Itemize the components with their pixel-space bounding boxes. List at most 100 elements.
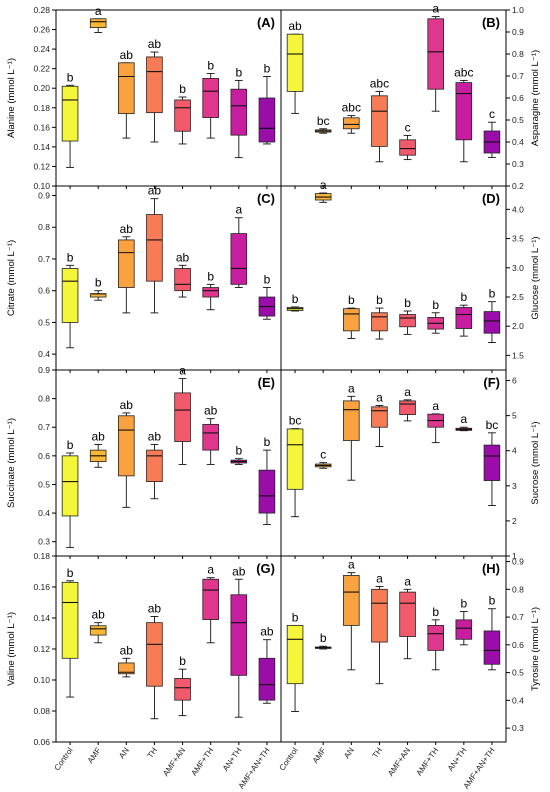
iqr-box [399, 314, 416, 328]
x-category-label: TH [146, 746, 160, 760]
box-amf-an-th: b [258, 273, 276, 320]
significance-letter: b [489, 594, 496, 608]
box-amf-th: a [427, 399, 444, 444]
box-amf-th: b [427, 605, 444, 671]
box-th: a [371, 572, 388, 685]
box-amf-an-th: b [483, 594, 501, 671]
box-amf-an: b [399, 296, 416, 335]
box-amf: a [89, 4, 107, 33]
y-axis-label: Tyrosine (mmol L⁻¹) [530, 607, 541, 691]
x-category-label: AMF+AN [161, 746, 187, 778]
significance-letter: b [292, 292, 299, 306]
iqr-box [371, 95, 388, 147]
box-an: b [343, 293, 360, 339]
significance-letter: ab [148, 37, 162, 51]
box-amf-an: b [174, 654, 191, 717]
panel-a: 0.10 0.12 0.14 0.16 0.18 0.20 0.22 0.24 0.26 0.28… [6, 4, 282, 191]
x-category-label: Control [53, 746, 75, 772]
y-tick-label: 0.3 [512, 723, 524, 733]
significance-letter: ab [232, 564, 246, 578]
y-tick-label: 2 [512, 516, 517, 526]
iqr-box [230, 88, 248, 136]
box-amf: ab [89, 608, 107, 644]
box-th: ab [146, 429, 163, 500]
box-amf-an-th: c [483, 107, 501, 158]
iqr-box [202, 578, 219, 620]
iqr-box [174, 678, 191, 701]
panel-label: (C) [257, 191, 275, 206]
iqr-box [455, 307, 473, 329]
y-tick-label: 2.0 [512, 321, 524, 331]
y-tick-label: 0.5 [38, 317, 50, 327]
iqr-box [146, 214, 163, 282]
box-control: b [61, 250, 79, 349]
panel-label: (F) [483, 375, 500, 390]
y-tick-label: 0.7 [38, 254, 50, 264]
significance-letter: a [404, 385, 411, 399]
significance-letter: b [432, 605, 439, 619]
panel-frame [55, 185, 282, 371]
iqr-box [258, 657, 276, 701]
iqr-box [483, 630, 501, 665]
y-tick-label: 0.5 [512, 668, 524, 678]
iqr-box [427, 18, 444, 90]
significance-letter: a [348, 381, 355, 395]
iqr-box [174, 268, 191, 292]
box-amf: b [89, 276, 107, 301]
significance-letter: ab [92, 608, 106, 622]
panel-f: 1 2 3 4 5 6 Sucrose (mmol L⁻¹) (F) bc c a a a a a bc [280, 369, 541, 561]
box-an: abc [342, 101, 361, 134]
box-control: b [61, 566, 79, 698]
box-amf: b [314, 631, 332, 650]
y-axis-label: Glucose (mmol L⁻¹) [530, 236, 541, 319]
box-an-th: abc [454, 65, 473, 163]
y-tick-label: 0.12 [33, 161, 50, 171]
panel-label: (G) [256, 561, 275, 576]
y-tick-label: 0.14 [33, 142, 50, 152]
box-amf-th: b [202, 59, 219, 139]
y-tick-label: 1 [512, 551, 517, 561]
y-tick-label: 0.16 [33, 122, 50, 132]
panel-label: (A) [257, 15, 275, 30]
iqr-box [230, 233, 248, 285]
y-tick-label: 0.6 [512, 93, 524, 103]
significance-letter: a [432, 2, 439, 16]
box-amf-an: b [174, 82, 191, 145]
panel-label: (D) [482, 191, 500, 206]
significance-letter: bc [289, 414, 302, 428]
iqr-box [146, 56, 163, 114]
iqr-box [399, 139, 416, 156]
significance-letter: ab [176, 250, 190, 264]
iqr-box [455, 82, 473, 141]
box-an-th: ab [230, 564, 248, 718]
box-th: abc [370, 76, 389, 163]
panel-frame [280, 185, 507, 371]
panel-c: 0.4 0.5 0.6 0.7 0.8 0.9 Citrate (mmol L⁻¹) (C) b… [6, 184, 282, 373]
significance-letter: ab [148, 184, 162, 198]
significance-letter: b [67, 250, 74, 264]
box-an-th: b [455, 290, 473, 337]
significance-letter: ab [120, 398, 134, 412]
significance-letter: b [460, 597, 467, 611]
box-amf-an: a [174, 364, 191, 465]
significance-letter: bc [317, 114, 330, 128]
y-axis-label: Citrate (mmol L⁻¹) [6, 240, 17, 316]
box-amf-an-th: bc [483, 418, 501, 506]
significance-letter: b [67, 438, 74, 452]
iqr-box [118, 239, 135, 288]
box-amf: ab [89, 429, 107, 468]
y-tick-label: 0.20 [33, 83, 50, 93]
panel-e: 0.3 0.4 0.5 0.6 0.7 0.8 0.9 Succinate (mmol L⁻¹… [6, 364, 282, 559]
iqr-box [371, 406, 388, 428]
iqr-box [343, 575, 360, 626]
box-amf: c [314, 448, 332, 469]
iqr-box [118, 62, 135, 115]
iqr-box [286, 428, 304, 490]
y-tick-label: 0.6 [38, 451, 50, 461]
significance-letter: b [179, 654, 186, 668]
significance-letter: a [95, 4, 102, 18]
significance-letter: b [179, 82, 186, 96]
panel-frame [280, 369, 507, 557]
panel-frame [55, 9, 282, 187]
y-tick-label: 0.7 [38, 422, 50, 432]
